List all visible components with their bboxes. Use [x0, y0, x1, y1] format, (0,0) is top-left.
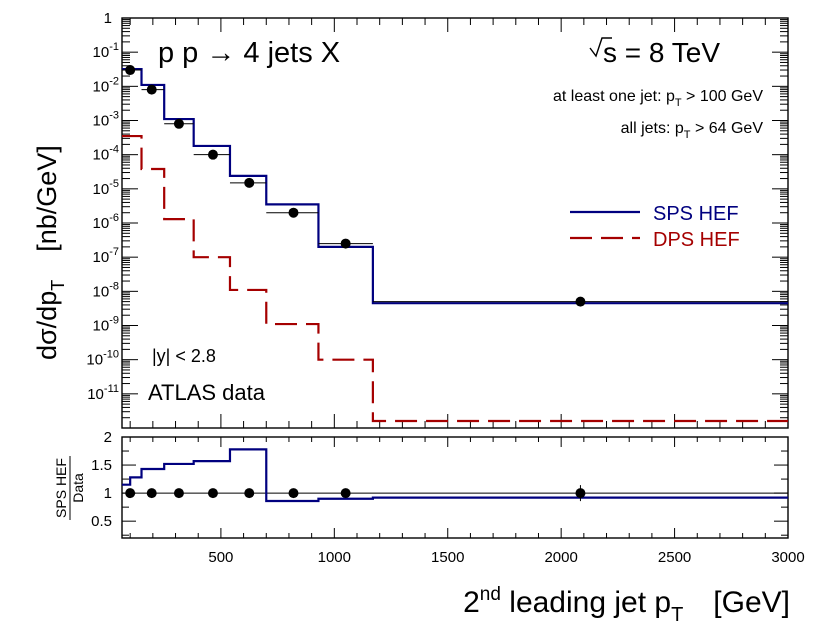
x-axis-label: 2nd leading jet pT [GeV]	[463, 584, 790, 626]
ratio-x-ticks: 500 1000 1500 2000 2500 3000	[129, 437, 805, 566]
x-tick-label: 1500	[431, 549, 464, 566]
energy-label: s = 8 TeV	[589, 37, 720, 68]
ratio-point	[125, 488, 136, 499]
ratio-point	[340, 488, 351, 499]
x-tick-label: 3000	[771, 549, 804, 566]
y-tick-label: 10-3	[93, 110, 119, 130]
atlas-label: ATLAS data	[148, 380, 266, 405]
y-tick-label: 10-2	[93, 75, 119, 95]
main-y-axis-label: dσ/dpT[nb/GeV]	[32, 145, 68, 360]
ratio-y-axis-label: SPS HEF Data	[53, 456, 86, 520]
y-tick-label: 10-9	[93, 315, 119, 335]
y-tick-label: 10-8	[93, 280, 119, 300]
ratio-data-points	[125, 485, 586, 502]
y-tick-label: 10-11	[87, 383, 119, 403]
dps-hef-curve	[122, 134, 788, 423]
data-point	[173, 118, 184, 129]
ratio-sps-curve	[122, 448, 788, 503]
y-tick-label: 1	[104, 10, 112, 27]
ratio-y-tick-label: 0.5	[91, 513, 112, 530]
ratio-point	[575, 488, 586, 499]
legend-dps-label: DPS HEF	[653, 229, 740, 251]
ratio-point	[244, 488, 255, 499]
ratio-plot-frame	[121, 436, 789, 539]
cut1-annotation: at least one jet: pT > 100 GeV	[553, 88, 763, 109]
y-tick-label: 10-5	[93, 178, 119, 198]
y-tick-label: 10-10	[86, 349, 119, 369]
data-point	[288, 207, 299, 218]
ratio-label-top: SPS HEF	[53, 458, 69, 518]
x-tick-label: 1000	[318, 549, 351, 566]
main-panel: 1 10-1 10-2 10-3 10-4 10-5 10-6 10-7 10-8 10-9 10-…	[32, 10, 789, 429]
y-tick-label: 10-1	[93, 41, 119, 61]
ratio-point	[288, 488, 299, 499]
ratio-y-tick-label: 2	[104, 429, 112, 446]
y-tick-label: 10-7	[93, 246, 119, 266]
ratio-y-tick-label: 1.5	[91, 457, 112, 474]
sqrt-symbol	[589, 37, 612, 58]
data-point	[207, 149, 218, 160]
data-point	[146, 84, 157, 95]
x-tick-label: 2000	[544, 549, 577, 566]
data-point	[244, 177, 255, 188]
legend: SPS HEF DPS HEF	[570, 203, 740, 251]
data-point	[125, 65, 136, 76]
x-tick-label: 2500	[658, 549, 691, 566]
ratio-label-bottom: Data	[70, 473, 86, 503]
main-y-ticks: 1 10-1 10-2 10-3 10-4 10-5 10-6 10-7 10-8 10-9 10-…	[86, 10, 788, 419]
legend-sps-label: SPS HEF	[653, 203, 739, 225]
ratio-y-tick-label: 1	[104, 485, 112, 502]
x-tick-label: 500	[208, 549, 233, 566]
data-point	[340, 238, 351, 249]
ratio-point	[207, 488, 218, 499]
data-point	[575, 296, 586, 307]
ratio-panel: 0.5 1 1.5 2 500 1000 1500 2000 2500 3000 SPS HEF…	[53, 429, 805, 626]
ratio-point	[146, 488, 157, 499]
y-tick-label: 10-6	[93, 212, 119, 232]
ratio-point	[173, 488, 184, 499]
ratio-y-ticks: 0.5 1 1.5 2	[91, 429, 788, 536]
process-title: p p → 4 jets X	[158, 37, 340, 69]
main-data-points	[122, 65, 788, 307]
ratio-curves	[122, 448, 788, 503]
y-tick-label: 10-4	[93, 144, 119, 164]
rapidity-label: |y| < 2.8	[152, 346, 216, 366]
energy-text: s = 8 TeV	[603, 37, 720, 68]
cut2-annotation: all jets: pT > 64 GeV	[621, 120, 764, 141]
